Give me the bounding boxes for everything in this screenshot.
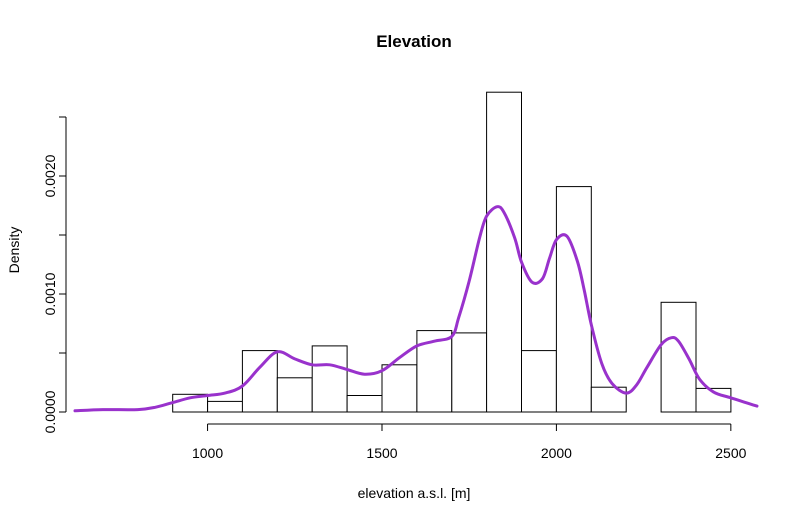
y-axis: 0.0000 0.0010 0.0020 — [42, 116, 67, 433]
x-axis: 1000 1500 2000 2500 — [192, 423, 747, 461]
histogram-bar-7 — [416, 330, 453, 413]
chart-title: Elevation — [376, 32, 452, 51]
histogram-bar-10 — [521, 350, 557, 413]
histogram-bar-6 — [381, 364, 418, 413]
x-axis-label: elevation a.s.l. [m] — [358, 485, 471, 501]
x-tick-label: 2000 — [541, 445, 572, 461]
histogram-bar-4 — [311, 345, 348, 413]
y-tick-label: 0.0020 — [42, 154, 58, 197]
x-tick-label: 1500 — [366, 445, 397, 461]
histogram-bar-8 — [451, 332, 488, 413]
histogram-bar-1 — [207, 400, 244, 413]
histogram-bar-5 — [346, 395, 383, 413]
density-curve — [73, 205, 759, 413]
histogram-bars — [172, 91, 732, 413]
x-tick-label: 1000 — [192, 445, 223, 461]
y-tick-label: 0.0010 — [42, 272, 58, 315]
y-axis-label: Density — [6, 227, 22, 274]
histogram-bar-9 — [486, 91, 523, 413]
histogram-bar-14 — [660, 301, 697, 413]
x-tick-label: 2500 — [715, 445, 746, 461]
histogram-bar-3 — [276, 377, 313, 413]
y-tick-label: 0.0000 — [42, 390, 58, 433]
